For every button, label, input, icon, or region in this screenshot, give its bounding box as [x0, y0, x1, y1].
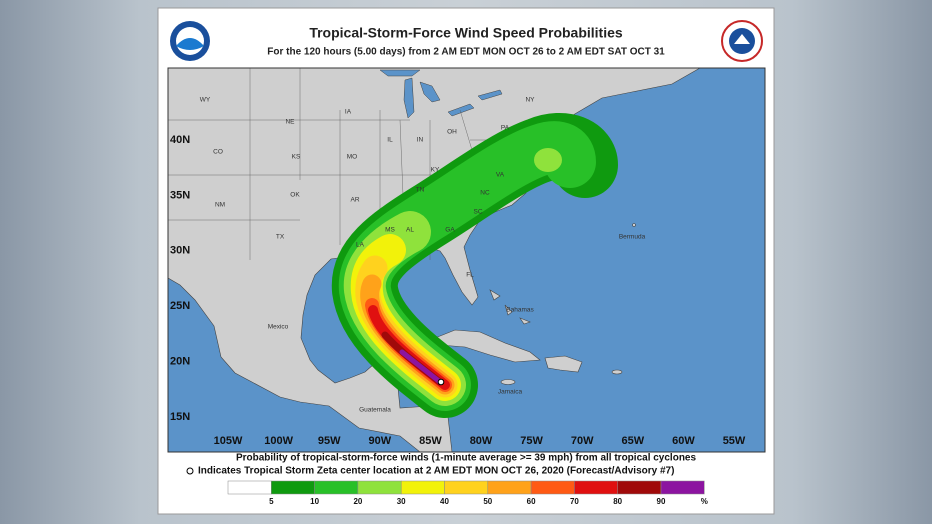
place-label: WY [200, 97, 211, 104]
place-label: CO [213, 149, 223, 156]
legend-swatch [617, 480, 662, 495]
place-label: TN [416, 187, 425, 194]
legend-label: 10 [310, 497, 319, 506]
place-label: NY [525, 97, 535, 104]
legend-label: 60 [527, 497, 536, 506]
legend-label: 20 [353, 497, 362, 506]
subtitle: For the 120 hours (5.00 days) from 2 AM … [267, 47, 665, 58]
legend-swatch [271, 480, 315, 495]
place-label: FL [466, 272, 474, 279]
place-label: TX [276, 234, 285, 241]
latitude-label: 20N [170, 356, 190, 368]
longitude-label: 90W [368, 435, 391, 447]
place-label: IN [417, 137, 424, 144]
great-lakes [379, 69, 503, 119]
map-axes: 105W 100W 95W 90W 85W 80W 75W 70W 65W 60W 55W 40N 35… [170, 134, 746, 447]
footnote: Indicates Tropical Storm Zeta center loc… [198, 466, 674, 477]
legend-label: 50 [483, 497, 492, 506]
place-label: NE [285, 119, 295, 126]
latitude-label: 25N [170, 300, 190, 312]
legend-label: 30 [397, 497, 406, 506]
legend-label: 90 [657, 497, 666, 506]
legend-label: 80 [613, 497, 622, 506]
noaa-logo [170, 21, 210, 61]
longitude-label: 70W [571, 435, 594, 447]
place-label: NC [480, 190, 490, 197]
legend-swatch [314, 480, 359, 495]
longitude-label: 75W [520, 435, 543, 447]
place-label: Guatemala [359, 407, 391, 414]
place-label: KS [292, 154, 301, 161]
legend-swatch [660, 480, 705, 495]
place-labels: WY CO NE KS IA MO IL IN OH KY PA NY VA NC SC TN AR OK NM TX… [200, 97, 646, 414]
place-label: AR [350, 197, 359, 204]
longitude-label: 80W [470, 435, 493, 447]
place-label: IA [345, 109, 352, 116]
place-label: NM [215, 202, 225, 209]
legend: 5 10 20 30 40 50 60 70 80 90% [227, 480, 708, 506]
legend-label: 5 [269, 497, 274, 506]
latitude-label: 30N [170, 245, 190, 257]
longitude-label: 85W [419, 435, 442, 447]
place-label: GA [445, 227, 455, 234]
title: Tropical-Storm-Force Wind Speed Probabil… [309, 25, 623, 41]
place-label: PA [501, 125, 510, 132]
longitude-label: 100W [264, 435, 293, 447]
probability-swath [331, 113, 618, 418]
place-label: LA [356, 242, 365, 249]
place-label: AL [406, 227, 414, 234]
place-label: SC [473, 209, 482, 216]
legend-swatch [487, 480, 532, 495]
longitude-label: 95W [318, 435, 341, 447]
nws-logo [721, 20, 763, 62]
center-symbol [186, 467, 194, 475]
place-label: Bahamas [506, 307, 534, 314]
longitude-label: 60W [672, 435, 695, 447]
place-label: KY [431, 167, 440, 174]
longitude-label: 105W [214, 435, 243, 447]
legend-label: 70 [570, 497, 579, 506]
legend-swatch [400, 480, 445, 495]
latitude-label: 35N [170, 189, 190, 201]
place-label: MO [347, 154, 357, 161]
place-label: Jamaica [498, 389, 523, 396]
longitude-label: 65W [621, 435, 644, 447]
legend-swatch [444, 480, 489, 495]
footnote: Probability of tropical-storm-force wind… [236, 453, 697, 464]
place-label: OK [290, 192, 300, 199]
place-label: Mexico [268, 324, 289, 331]
place-label: Bermuda [619, 234, 646, 241]
place-label: IL [387, 137, 393, 144]
place-label: VA [496, 172, 505, 179]
legend-swatch [530, 480, 575, 495]
legend-label: 40 [440, 497, 449, 506]
map: WY CO NE KS IA MO IL IN OH KY PA NY VA NC SC TN AR OK NM TX… [168, 68, 765, 452]
legend-label: % [701, 497, 708, 506]
storm-center [437, 378, 445, 386]
legend-swatch [574, 480, 618, 495]
islands [429, 223, 636, 385]
map-frame [167, 67, 766, 453]
place-label: OH [447, 129, 457, 136]
legend-swatch [227, 480, 272, 495]
longitude-label: 55W [723, 435, 746, 447]
latitude-label: 40N [170, 134, 190, 146]
latitude-label: 15N [170, 411, 190, 423]
legend-swatch [357, 480, 402, 495]
place-label: MS [385, 227, 395, 234]
